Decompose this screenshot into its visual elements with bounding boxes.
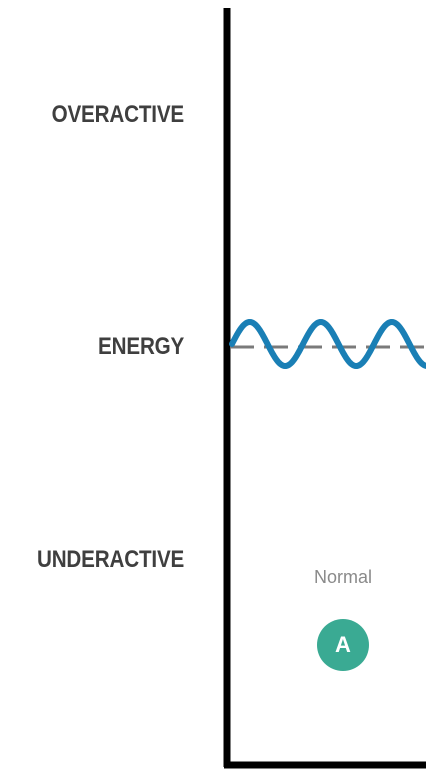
state-badge: A xyxy=(317,619,369,671)
state-label: Normal xyxy=(313,567,372,587)
level-label-overactive: OVERACTIVE xyxy=(51,101,185,128)
energy-wave xyxy=(229,319,426,369)
level-label-energy: ENERGY xyxy=(97,333,184,360)
level-label-underactive: UNDERACTIVE xyxy=(36,546,184,573)
